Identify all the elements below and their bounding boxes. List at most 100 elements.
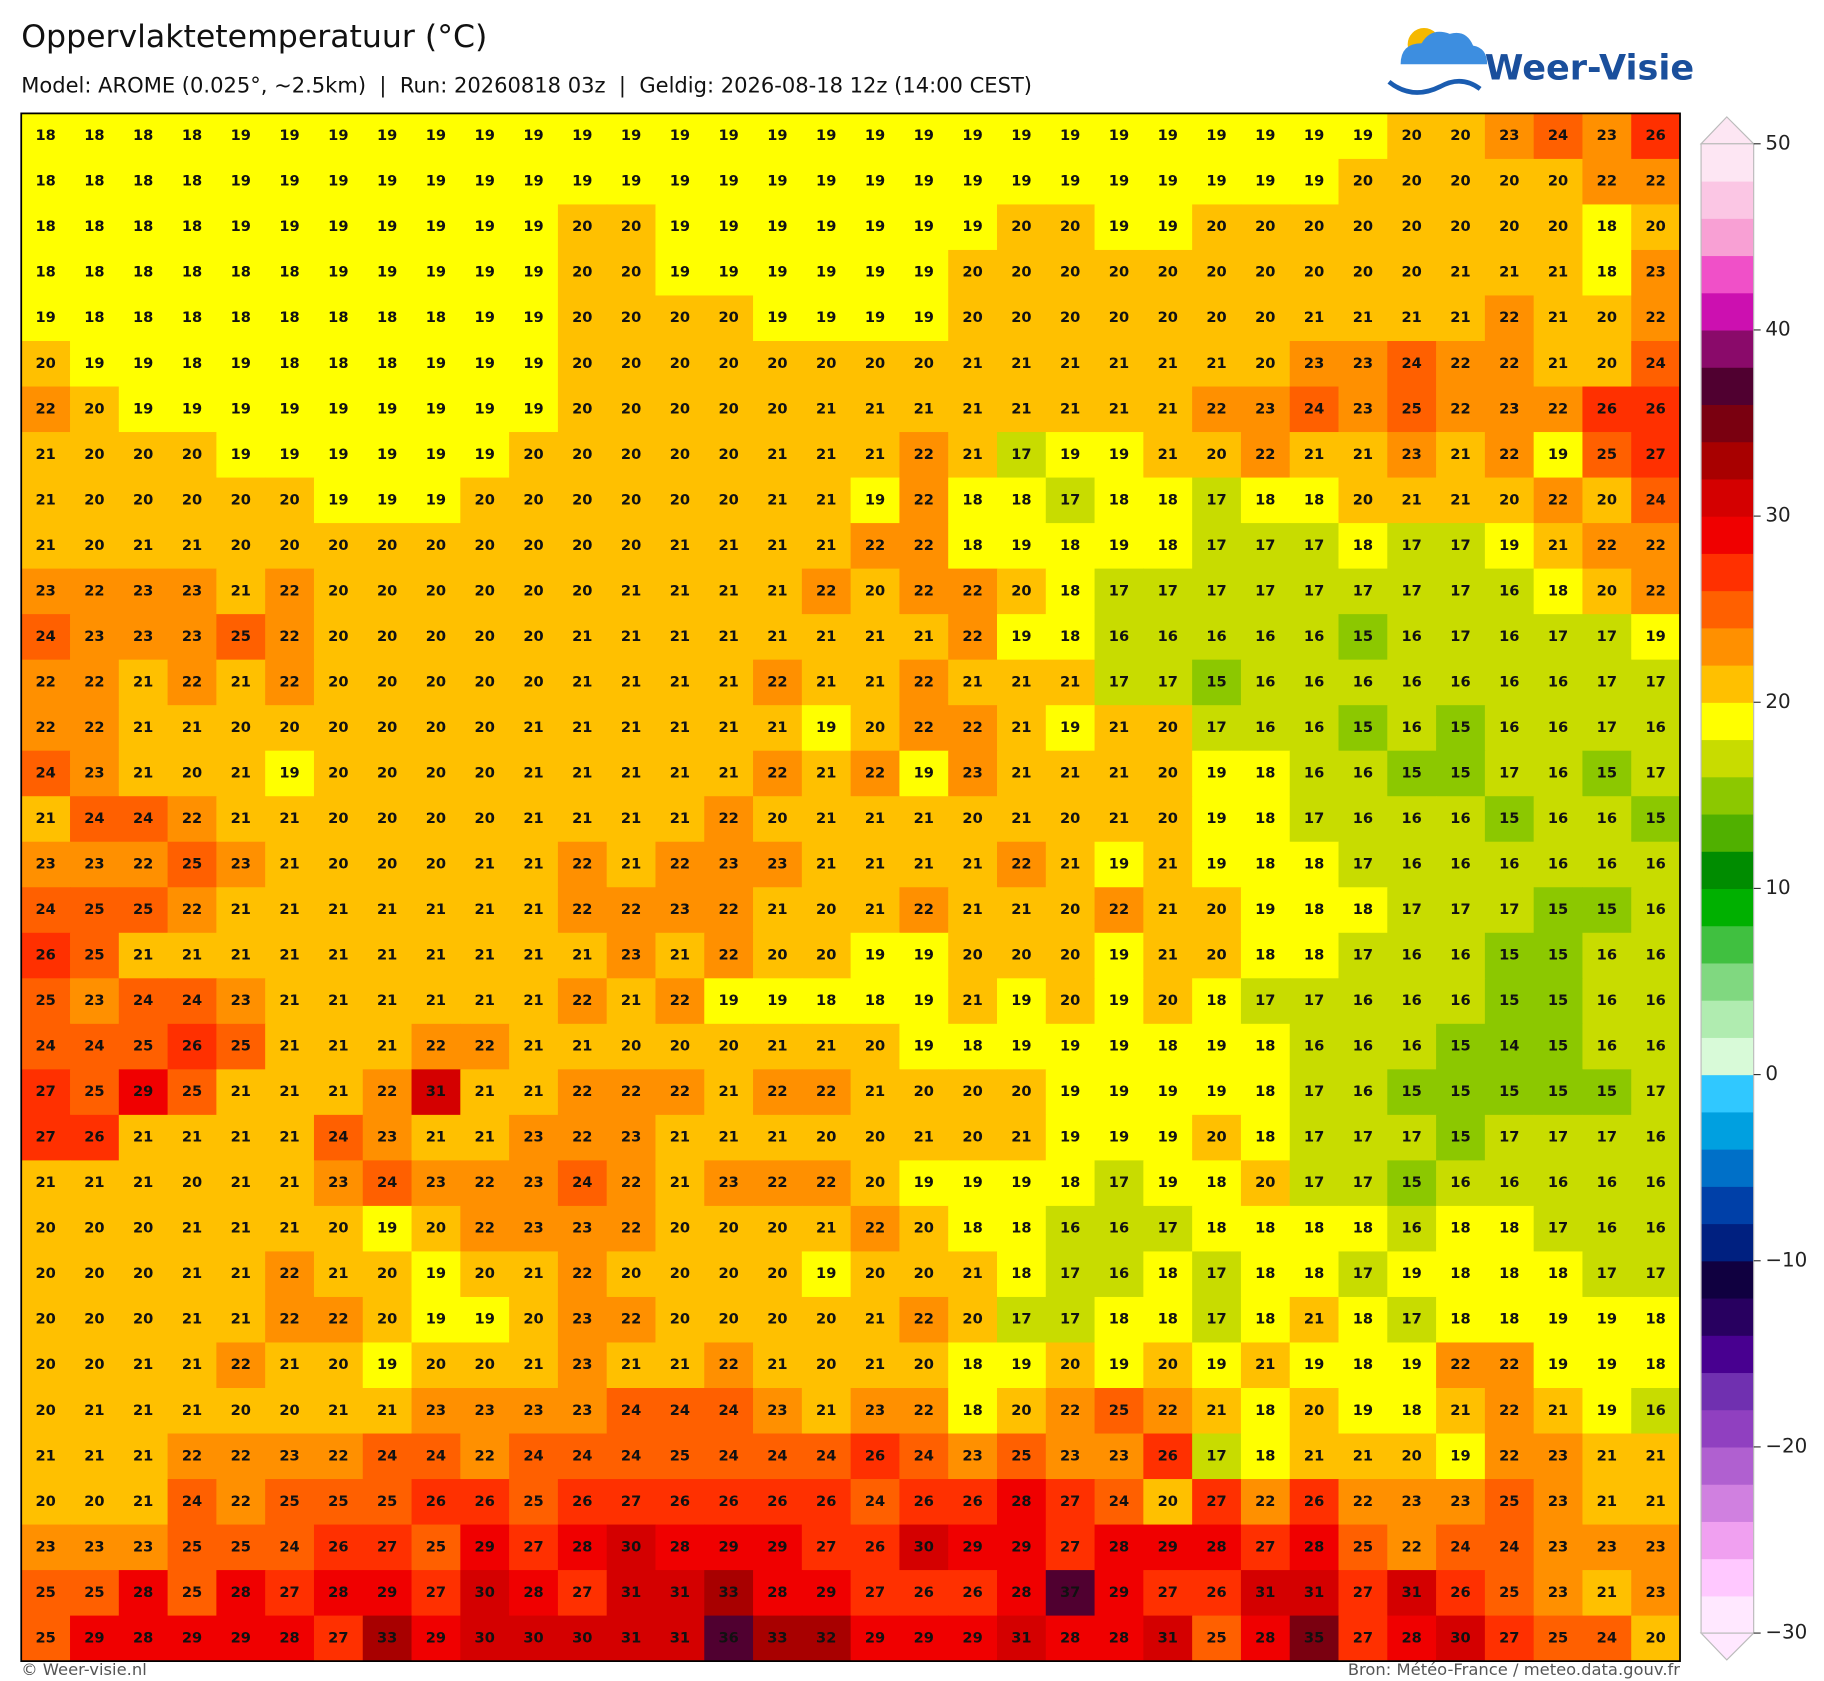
temperature-label: 22	[572, 992, 592, 1009]
temperature-label: 24	[377, 1447, 397, 1464]
temperature-label: 21	[523, 947, 543, 964]
temperature-label: 20	[670, 1311, 690, 1328]
temperature-cell	[411, 204, 461, 251]
temperature-label: 23	[1548, 1447, 1568, 1464]
temperature-label: 18	[182, 173, 202, 190]
temperature-label: 16	[1402, 855, 1422, 872]
temperature-label: 31	[621, 1584, 641, 1601]
temperature-label: 15	[1597, 1083, 1617, 1100]
temperature-cell	[313, 523, 364, 570]
temperature-label: 21	[767, 628, 787, 645]
colorbar-segment	[1701, 181, 1754, 219]
temperature-label: 21	[1255, 1356, 1275, 1373]
temperature-cell	[460, 1433, 510, 1480]
temperature-label: 21	[914, 628, 934, 645]
temperature-cell	[1192, 932, 1242, 979]
temperature-cell	[1045, 1251, 1096, 1298]
temperature-label: 19	[1597, 1356, 1617, 1373]
temperature-cell	[167, 568, 217, 615]
temperature-label: 19	[279, 446, 299, 463]
temperature-cell	[460, 1296, 510, 1344]
temperature-cell	[1094, 113, 1144, 160]
temperature-cell	[704, 432, 754, 479]
temperature-cell	[118, 1479, 169, 1526]
temperature-cell	[1387, 158, 1437, 206]
temperature-label: 21	[231, 810, 251, 827]
temperature-label: 22	[475, 1038, 495, 1055]
temperature-cell	[362, 1433, 413, 1480]
temperature-label: 19	[767, 264, 787, 281]
temperature-label: 18	[962, 537, 982, 554]
temperature-label: 20	[572, 355, 592, 372]
temperature-label: 17	[1206, 582, 1226, 599]
temperature-label: 22	[572, 1129, 592, 1146]
temperature-cell	[70, 1205, 120, 1253]
temperature-cell	[1338, 1296, 1388, 1344]
temperature-cell	[1484, 1479, 1535, 1526]
temperature-label: 19	[279, 218, 299, 235]
temperature-label: 21	[621, 992, 641, 1009]
temperature-label: 21	[279, 1038, 299, 1055]
temperature-label: 22	[377, 1083, 397, 1100]
temperature-cell	[1289, 432, 1340, 479]
temperature-cell	[1094, 158, 1144, 206]
temperature-label: 18	[1304, 1265, 1324, 1282]
temperature-label: 16	[1645, 1129, 1665, 1146]
temperature-cell	[362, 932, 413, 979]
temperature-cell	[606, 1160, 657, 1207]
temperature-label: 27	[572, 1584, 592, 1601]
temperature-label: 15	[1548, 901, 1568, 918]
temperature-label: 21	[475, 947, 495, 964]
temperature-cell	[509, 932, 559, 979]
temperature-label: 24	[914, 1447, 934, 1464]
temperature-cell	[704, 477, 754, 524]
temperature-label: 20	[523, 582, 543, 599]
temperature-label: 26	[670, 1493, 690, 1510]
temperature-label: 22	[279, 1311, 299, 1328]
temperature-label: 16	[1353, 1083, 1373, 1100]
temperature-cell	[216, 295, 266, 342]
temperature-cell	[265, 750, 315, 797]
temperature-cell	[899, 1023, 949, 1070]
temperature-label: 21	[1011, 764, 1031, 781]
temperature-cell	[850, 1205, 901, 1253]
temperature-label: 19	[475, 1311, 495, 1328]
temperature-cell	[1436, 1205, 1486, 1253]
temperature-label: 21	[1304, 309, 1324, 326]
temperature-label: 19	[1011, 1174, 1031, 1191]
temperature-label: 21	[35, 1174, 55, 1191]
temperature-cell	[1582, 932, 1632, 979]
temperature-cell	[265, 1251, 315, 1298]
temperature-label: 18	[1158, 1311, 1178, 1328]
temperature-label: 16	[1645, 855, 1665, 872]
temperature-cell	[1338, 1160, 1388, 1207]
temperature-label: 22	[670, 855, 690, 872]
temperature-cell	[1143, 568, 1193, 615]
temperature-label: 20	[377, 764, 397, 781]
temperature-label: 19	[816, 218, 836, 235]
temperature-cell	[801, 477, 852, 524]
temperature-label: 22	[1450, 1356, 1470, 1373]
temperature-cell	[460, 1387, 510, 1435]
temperature-label: 23	[1597, 127, 1617, 144]
temperature-cell	[411, 1023, 461, 1070]
temperature-label: 19	[1450, 1447, 1470, 1464]
temperature-label: 21	[621, 673, 641, 690]
temperature-label: 31	[426, 1083, 446, 1100]
temperature-label: 16	[1450, 673, 1470, 690]
temperature-label: 17	[1255, 537, 1275, 554]
temperature-label: 19	[1011, 992, 1031, 1009]
temperature-cell	[1045, 1342, 1096, 1389]
temperature-cell	[801, 1296, 852, 1344]
temperature-label: 19	[377, 1356, 397, 1373]
temperature-label: 15	[1402, 1174, 1422, 1191]
temperature-cell	[1143, 295, 1193, 342]
temperature-label: 16	[1450, 1174, 1470, 1191]
temperature-label: 19	[1011, 628, 1031, 645]
temperature-cell	[899, 659, 949, 706]
temperature-cell	[313, 340, 364, 388]
temperature-label: 21	[1011, 673, 1031, 690]
temperature-label: 17	[1206, 1265, 1226, 1282]
temperature-label: 19	[670, 218, 690, 235]
temperature-cell	[509, 1342, 559, 1389]
